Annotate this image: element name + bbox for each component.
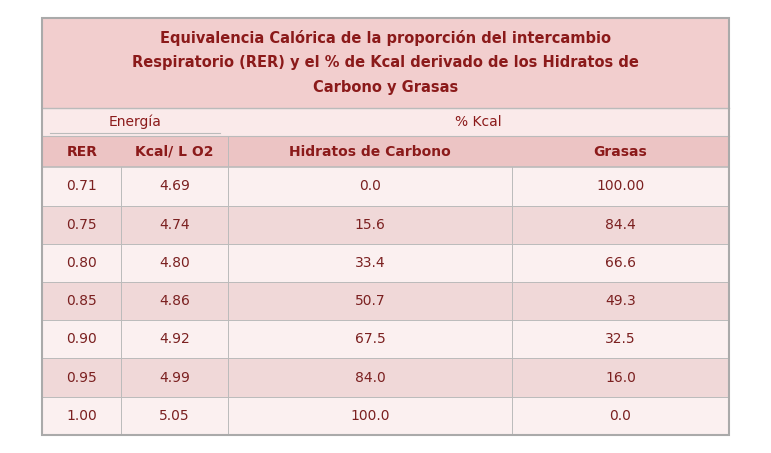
- Text: % Kcal: % Kcal: [455, 115, 501, 129]
- Text: 0.95: 0.95: [66, 371, 97, 385]
- Text: 4.92: 4.92: [159, 333, 190, 347]
- Text: 33.4: 33.4: [355, 256, 386, 270]
- Text: 4.80: 4.80: [159, 256, 190, 270]
- Text: 0.80: 0.80: [66, 256, 97, 270]
- Text: 67.5: 67.5: [355, 333, 386, 347]
- Text: 84.4: 84.4: [605, 217, 636, 231]
- Text: 0.0: 0.0: [610, 409, 631, 423]
- Text: Equivalencia Calórica de la proporción del intercambio: Equivalencia Calórica de la proporción d…: [160, 30, 611, 46]
- Bar: [42, 18, 729, 435]
- Text: 0.71: 0.71: [66, 179, 97, 193]
- Text: 100.0: 100.0: [350, 409, 390, 423]
- Text: 50.7: 50.7: [355, 294, 386, 308]
- Bar: [42, 397, 729, 435]
- Text: 1.00: 1.00: [66, 409, 97, 423]
- Bar: [42, 167, 729, 206]
- Text: RER: RER: [66, 145, 97, 159]
- Text: Grasas: Grasas: [594, 145, 648, 159]
- Bar: [42, 244, 729, 282]
- Text: Energía: Energía: [109, 115, 161, 129]
- Bar: [42, 18, 729, 108]
- Text: 0.85: 0.85: [66, 294, 97, 308]
- Text: Respiratorio (RER) y el % de Kcal derivado de los Hidratos de: Respiratorio (RER) y el % de Kcal deriva…: [132, 55, 639, 70]
- Text: 4.69: 4.69: [159, 179, 190, 193]
- Text: 49.3: 49.3: [605, 294, 636, 308]
- Text: 84.0: 84.0: [355, 371, 386, 385]
- Bar: [42, 358, 729, 397]
- Bar: [42, 136, 729, 167]
- Text: 32.5: 32.5: [605, 333, 636, 347]
- Text: 0.75: 0.75: [66, 217, 97, 231]
- Text: 4.74: 4.74: [159, 217, 190, 231]
- Text: 15.6: 15.6: [355, 217, 386, 231]
- Text: 4.99: 4.99: [159, 371, 190, 385]
- Text: 0.0: 0.0: [359, 179, 381, 193]
- Bar: [42, 282, 729, 320]
- Text: Kcal/ L O2: Kcal/ L O2: [135, 145, 214, 159]
- Bar: [42, 108, 729, 136]
- Text: 100.00: 100.00: [597, 179, 645, 193]
- Bar: [42, 320, 729, 358]
- Text: 5.05: 5.05: [159, 409, 190, 423]
- Text: 0.90: 0.90: [66, 333, 97, 347]
- Text: Hidratos de Carbono: Hidratos de Carbono: [289, 145, 451, 159]
- Text: 66.6: 66.6: [605, 256, 636, 270]
- Text: 16.0: 16.0: [605, 371, 636, 385]
- Bar: [42, 206, 729, 244]
- Text: Carbono y Grasas: Carbono y Grasas: [313, 80, 458, 95]
- Text: 4.86: 4.86: [159, 294, 190, 308]
